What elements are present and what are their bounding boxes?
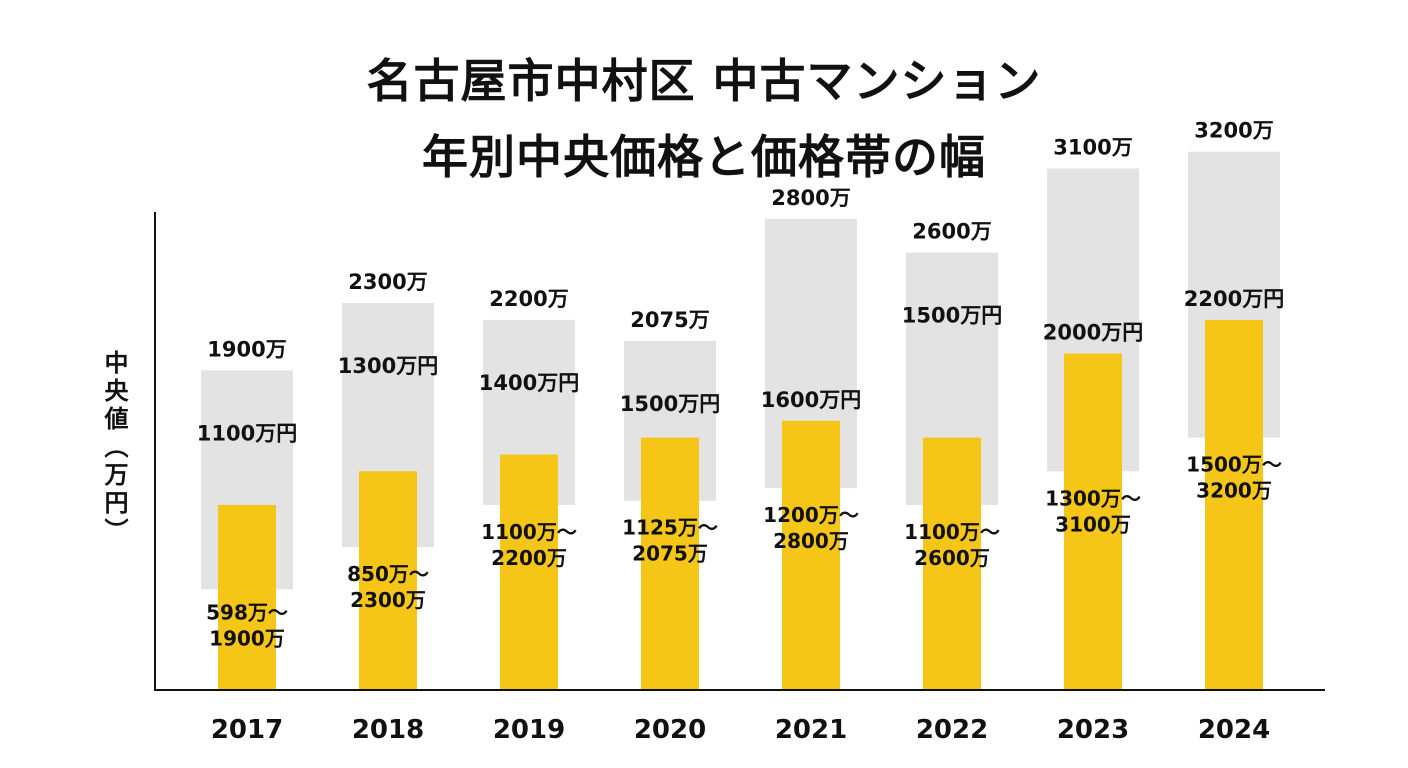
y-axis-label: 中央値（万円）: [100, 350, 128, 546]
range-label-low-2022: 1100万～: [904, 520, 1000, 544]
median-bar-2021: [782, 420, 840, 690]
median-label-2022: 1500万円: [902, 304, 1002, 328]
median-bar-2017: [218, 504, 276, 690]
max-label-2019: 2200万: [489, 287, 568, 311]
chart-title-line1: 名古屋市中村区 中古マンション: [366, 54, 1042, 108]
median-label-2021: 1600万円: [761, 388, 861, 412]
x-tick-2021: 2021: [775, 715, 847, 745]
range-label-low-2017: 598万～: [206, 600, 288, 624]
median-bar-2022: [923, 437, 981, 690]
max-label-2022: 2600万: [912, 220, 991, 244]
x-tick-2024: 2024: [1198, 715, 1270, 745]
median-bar-2018: [359, 471, 417, 690]
range-label-low-2019: 1100万～: [481, 520, 577, 544]
max-label-2021: 2800万: [771, 186, 850, 210]
median-bar-2019: [500, 454, 558, 690]
max-label-2018: 2300万: [348, 270, 427, 294]
max-label-2020: 2075万: [630, 308, 709, 332]
x-tick-2020: 2020: [634, 715, 706, 745]
range-label-low-2023: 1300万～: [1045, 486, 1141, 510]
x-tick-2023: 2023: [1057, 715, 1129, 745]
max-label-2024: 3200万: [1194, 119, 1273, 143]
range-label-high-2020: 2075万: [632, 542, 708, 566]
range-label-low-2020: 1125万～: [622, 516, 718, 540]
x-tick-2018: 2018: [352, 715, 424, 745]
chart-title-line2: 年別中央価格と価格帯の幅: [422, 130, 986, 184]
max-label-2023: 3100万: [1053, 135, 1132, 159]
median-label-2018: 1300万円: [338, 354, 438, 378]
range-label-high-2023: 3100万: [1055, 512, 1131, 536]
median-label-2017: 1100万円: [197, 421, 297, 445]
range-label-high-2024: 3200万: [1196, 479, 1272, 503]
range-label-high-2021: 2800万: [773, 529, 849, 553]
max-label-2017: 1900万: [207, 337, 286, 361]
x-tick-2019: 2019: [493, 715, 565, 745]
median-label-2023: 2000万円: [1043, 321, 1143, 345]
x-tick-2017: 2017: [211, 715, 283, 745]
range-label-high-2017: 1900万: [209, 626, 285, 650]
median-bar-2023: [1064, 353, 1122, 690]
median-bar-2020: [641, 437, 699, 690]
range-label-high-2022: 2600万: [914, 546, 990, 570]
x-tick-2022: 2022: [916, 715, 988, 745]
range-label-high-2018: 2300万: [350, 588, 426, 612]
median-label-2024: 2200万円: [1184, 287, 1284, 311]
range-label-high-2019: 2200万: [491, 546, 567, 570]
range-label-low-2018: 850万～: [347, 562, 429, 586]
range-label-low-2021: 1200万～: [763, 503, 859, 527]
median-label-2019: 1400万円: [479, 371, 579, 395]
median-bar-2024: [1205, 319, 1263, 690]
median-label-2020: 1500万円: [620, 392, 720, 416]
range-label-low-2024: 1500万～: [1186, 453, 1282, 477]
